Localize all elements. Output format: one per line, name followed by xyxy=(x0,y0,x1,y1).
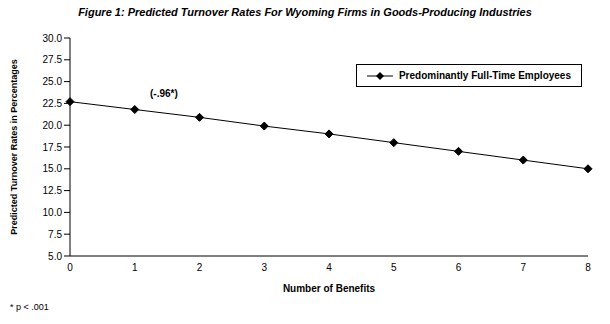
svg-text:Number of Benefits: Number of Benefits xyxy=(283,283,376,294)
html-text:Figure 1: Predicted Turnover R: Figure 1: Predicted Turnover Rates For W… xyxy=(78,6,532,18)
svg-text:20.0: 20.0 xyxy=(43,120,63,131)
svg-text:5.0: 5.0 xyxy=(48,251,62,262)
html-text:* p < .001: * p < .001 xyxy=(10,302,49,312)
svg-text:17.5: 17.5 xyxy=(43,142,63,153)
svg-text:1: 1 xyxy=(132,262,138,273)
svg-text:8: 8 xyxy=(585,262,591,273)
svg-text:15.0: 15.0 xyxy=(43,163,63,174)
svg-text:4: 4 xyxy=(326,262,332,273)
svg-text:7.5: 7.5 xyxy=(48,229,62,240)
svg-text:2: 2 xyxy=(197,262,203,273)
svg-text:5: 5 xyxy=(391,262,397,273)
html-text:(-.96*): (-.96*) xyxy=(150,88,178,99)
svg-text:10.0: 10.0 xyxy=(43,207,63,218)
svg-text:7: 7 xyxy=(520,262,526,273)
svg-text:30.0: 30.0 xyxy=(43,33,63,44)
svg-text:12.5: 12.5 xyxy=(43,185,63,196)
html-text:Predominantly Full-Time Employ: Predominantly Full-Time Employees xyxy=(398,70,571,81)
svg-text:25.0: 25.0 xyxy=(43,76,63,87)
svg-text:3: 3 xyxy=(261,262,267,273)
svg-text:0: 0 xyxy=(67,262,73,273)
svg-text:Predicted Turnover Rates in Pe: Predicted Turnover Rates in Percentages xyxy=(9,59,19,234)
svg-text:27.5: 27.5 xyxy=(43,54,63,65)
svg-text:22.5: 22.5 xyxy=(43,98,63,109)
svg-text:6: 6 xyxy=(456,262,462,273)
